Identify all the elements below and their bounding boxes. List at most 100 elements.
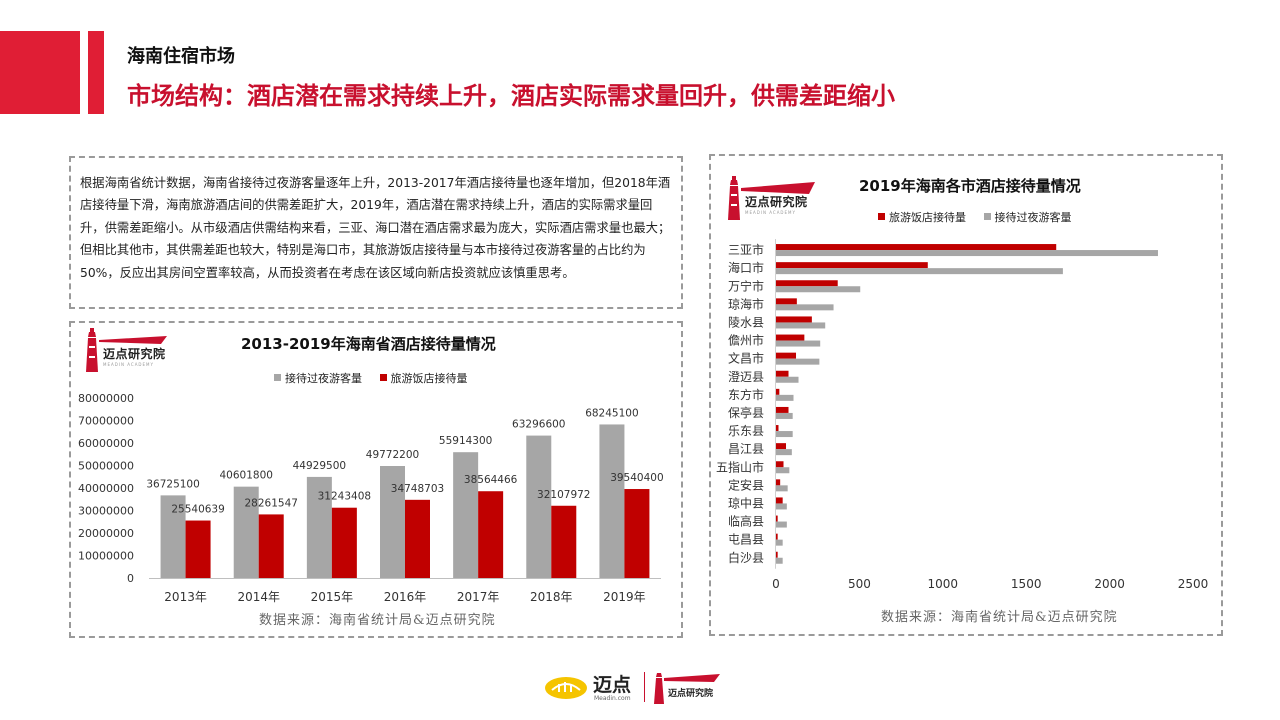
bar-overnight — [160, 495, 186, 578]
bar-overnight — [776, 322, 826, 329]
section-label: 海南住宿市场 — [127, 46, 235, 67]
x-tick-label: 2016年 — [384, 590, 427, 604]
bar-overnight — [776, 358, 820, 365]
bar-hotel — [776, 244, 1057, 251]
x-tick-label: 2014年 — [237, 590, 280, 604]
data-label-hotel: 32107972 — [537, 489, 590, 501]
y-category-label: 临高县 — [728, 514, 764, 529]
y-category-label: 海口市 — [728, 260, 764, 275]
x-tick-label: 0 — [772, 577, 780, 591]
data-label-hotel: 39540400 — [610, 472, 663, 484]
academy-logo-subtext: MEADIN ACADEMY — [103, 362, 154, 367]
right-chart-title: 2019年海南各市酒店接待量情况 — [859, 177, 1081, 195]
y-category-label: 澄迈县 — [728, 369, 764, 384]
y-category-label: 琼海市 — [728, 296, 764, 311]
bar-hotel — [776, 298, 797, 305]
data-label-hotel: 34748703 — [391, 483, 444, 495]
lighthouse-icon — [728, 176, 815, 220]
bar-overnight — [233, 486, 259, 578]
x-tick-label: 2013年 — [164, 590, 207, 604]
intro-panel: 根据海南省统计数据，海南省接待过夜游客量逐年上升，2013-2017年酒店接待量… — [69, 156, 683, 309]
bar-hotel — [776, 370, 789, 377]
legend-label-hotel: 旅游饭店接待量 — [889, 211, 966, 224]
bar-hotel — [776, 334, 805, 341]
academy-logo-text: 迈点研究院 — [745, 195, 808, 209]
bar-overnight — [776, 449, 792, 456]
bar-hotel — [776, 461, 784, 468]
legend-item-overnight: 接待过夜游客量 — [983, 211, 1072, 224]
left-bar-chart: 80000000 70000000 60000000 50000000 40000000… — [78, 392, 664, 604]
x-tick-label: 1500 — [1011, 577, 1042, 591]
bar-overnight — [380, 466, 405, 578]
y-tick-label: 70000000 — [78, 415, 134, 428]
bar-overnight — [776, 340, 821, 347]
y-category-label: 屯昌县 — [728, 533, 764, 547]
bar-overnight — [776, 467, 790, 474]
legend-label-overnight: 接待过夜游客量 — [285, 372, 362, 385]
right-chart-panel: 迈点研究院 MEADIN ACADEMY 2019年海南各市酒店接待量情况 旅游… — [709, 154, 1223, 636]
bar-overnight — [599, 424, 625, 578]
left-chart-source: 数据来源：海南省统计局&迈点研究院 — [259, 613, 496, 628]
academy-logo-text: 迈点研究院 — [103, 347, 166, 361]
data-label-hotel: 28261547 — [244, 497, 297, 509]
right-bar-chart: 三亚市海口市万宁市琼海市陵水县儋州市文昌市澄迈县东方市保亭县乐东县昌江县五指山市… — [716, 239, 1208, 591]
legend-item-hotel: 旅游饭店接待量 — [878, 211, 966, 224]
y-category-label: 定安县 — [728, 477, 764, 492]
bar-overnight — [776, 557, 783, 564]
x-tick-label: 2015年 — [311, 590, 354, 604]
y-category-label: 五指山市 — [716, 459, 764, 474]
legend-swatch-gray — [983, 213, 991, 220]
x-tick-label: 500 — [848, 577, 871, 591]
left-chart-legend: 接待过夜游客量 旅游饭店接待量 — [274, 370, 482, 386]
x-tick-label: 2000 — [1094, 577, 1125, 591]
footer-brand: 迈点 — [593, 674, 632, 696]
y-category-label: 三亚市 — [728, 242, 764, 257]
bar-hotel — [776, 515, 778, 522]
bar-overnight — [453, 452, 479, 578]
left-chart-panel: 迈点研究院 MEADIN ACADEMY 2013-2019年海南省酒店接待量情… — [69, 321, 683, 638]
y-tick-label: 30000000 — [78, 505, 134, 518]
bar-hotel — [776, 533, 778, 540]
data-label-overnight: 40601800 — [219, 470, 272, 482]
bar-overnight — [776, 485, 788, 492]
bar-hotel — [624, 489, 650, 578]
legend-label-overnight: 接待过夜游客量 — [994, 211, 1072, 224]
y-tick-label: 10000000 — [78, 550, 134, 563]
data-label-overnight: 55914300 — [439, 435, 492, 447]
legend-swatch-gray — [274, 374, 281, 381]
data-label-overnight: 68245100 — [585, 407, 638, 419]
bar-hotel — [776, 479, 781, 486]
y-category-label: 昌江县 — [728, 442, 764, 456]
legend-item-hotel: 旅游饭店接待量 — [379, 372, 468, 385]
data-label-hotel: 25540639 — [171, 504, 224, 516]
data-label-overnight: 44929500 — [293, 460, 346, 472]
bar-hotel — [776, 280, 838, 287]
bar-hotel — [185, 520, 211, 578]
bar-hotel — [776, 497, 783, 504]
data-label-hotel: 31243408 — [318, 491, 371, 503]
right-chart-legend: 旅游饭店接待量 接待过夜游客量 — [878, 209, 1086, 225]
bar-overnight — [776, 412, 793, 419]
academy-logo: 迈点研究院 MEADIN ACADEMY — [723, 176, 827, 220]
footer-divider — [644, 672, 645, 702]
lighthouse-icon — [86, 328, 167, 372]
bar-overnight — [306, 476, 332, 578]
y-tick-label: 0 — [127, 572, 134, 585]
bar-hotel — [478, 491, 504, 578]
right-chart-source: 数据来源：海南省统计局&迈点研究院 — [881, 610, 1118, 625]
meadin-logo-icon — [545, 677, 587, 699]
bar-hotel — [776, 352, 797, 359]
y-tick-label: 40000000 — [78, 482, 134, 495]
y-category-label: 琼中县 — [728, 495, 764, 510]
legend-item-overnight: 接待过夜游客量 — [274, 372, 362, 385]
footer-logos: 迈点 Meadin.com 迈点研究院 — [544, 670, 720, 706]
y-tick-label: 80000000 — [78, 392, 134, 405]
header-accent-block — [0, 31, 80, 114]
footer-domain: Meadin.com — [594, 695, 631, 702]
bar-overnight — [776, 394, 794, 401]
x-tick-label: 1000 — [928, 577, 959, 591]
y-category-label: 东方市 — [728, 387, 764, 402]
bar-overnight — [776, 286, 861, 293]
bar-hotel — [258, 514, 284, 578]
bar-overnight — [776, 521, 787, 528]
